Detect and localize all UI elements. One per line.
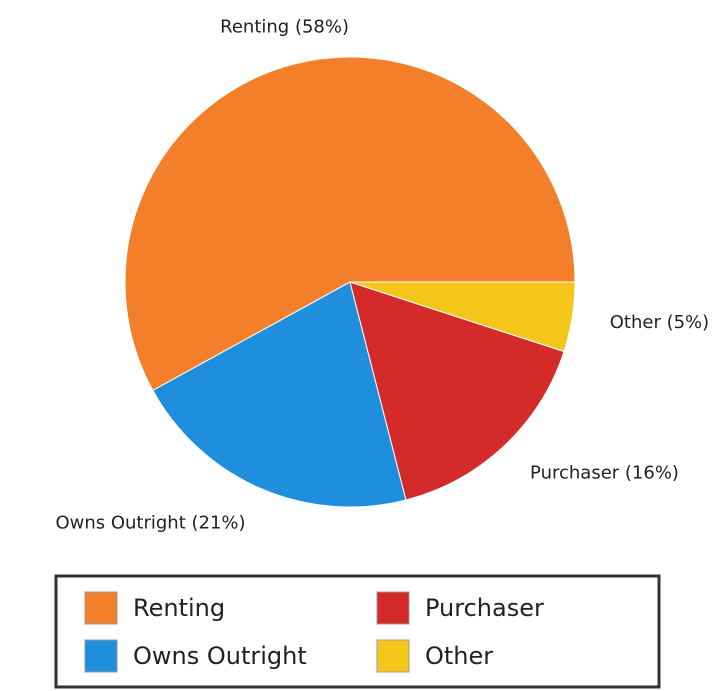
legend-swatch: [376, 639, 410, 673]
pie-slice: [349, 281, 576, 353]
slice-label: Purchaser (16%): [530, 463, 679, 484]
legend-label: Purchaser: [425, 594, 544, 622]
pie-slice: [349, 281, 565, 501]
legend-box: [54, 574, 661, 689]
slice-label: Renting (58%): [220, 16, 349, 37]
legend-swatch: [376, 591, 410, 625]
legend-label: Renting: [133, 594, 225, 622]
legend-swatch: [84, 591, 118, 625]
pie-slice: [152, 281, 407, 508]
legend-label: Owns Outright: [133, 642, 307, 670]
slice-label: Other (5%): [610, 312, 709, 333]
pie-slice: [124, 56, 576, 392]
legend-label: Other: [425, 642, 493, 670]
slice-label: Owns Outright (21%): [55, 512, 245, 533]
legend-swatch: [84, 639, 118, 673]
